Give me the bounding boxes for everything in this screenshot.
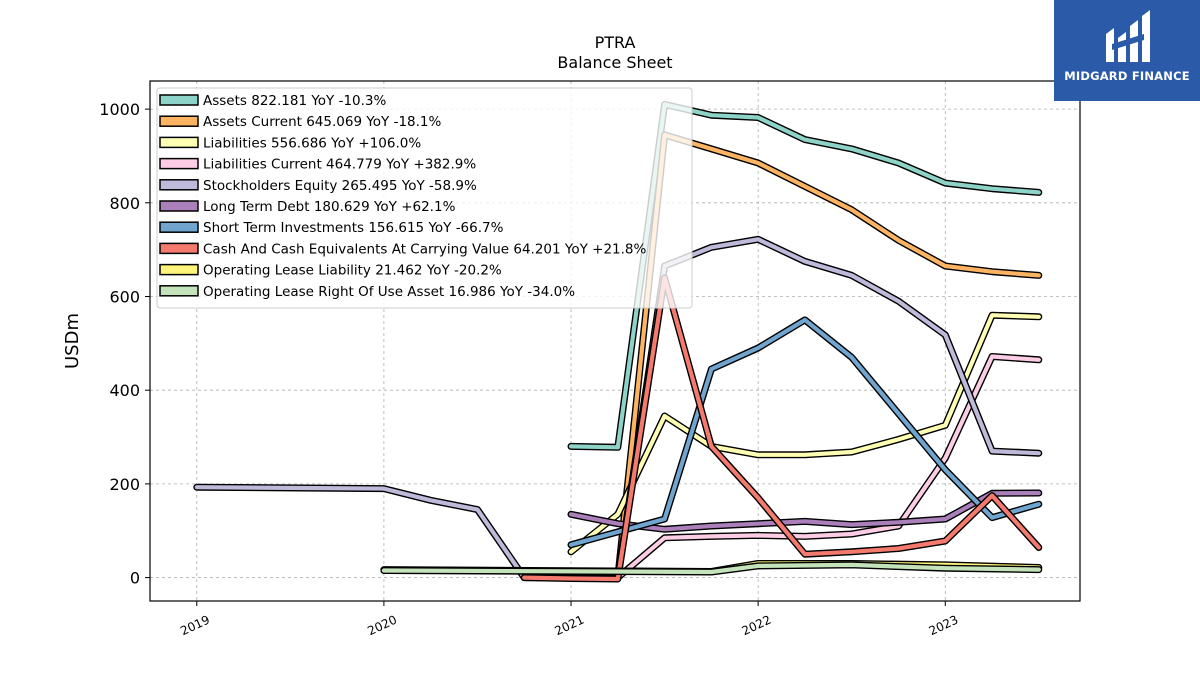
legend-item: Cash And Cash Equivalents At Carrying Va… (159, 241, 647, 257)
series-line (567, 311, 1043, 556)
legend-swatch (159, 157, 199, 170)
legend-swatch (159, 94, 199, 106)
series-stroke (381, 562, 1041, 575)
y-tick-label: 200 (109, 475, 140, 494)
brand-name: MIDGARD FINANCE (1064, 69, 1190, 83)
legend-swatch (159, 179, 199, 191)
brand-logo: MIDGARD FINANCE (1054, 0, 1200, 101)
x-tick-label: 2019 (178, 613, 212, 639)
legend-box (156, 87, 693, 309)
series-line (520, 274, 1043, 583)
series-stroke (568, 490, 1041, 532)
legend-swatch (159, 136, 199, 149)
legend-swatch (159, 221, 199, 233)
legend-item: Operating Lease Liability 21.462 YoY -20… (159, 263, 502, 279)
legend-label: Liabilities Current 464.779 YoY +382.9% (203, 157, 476, 173)
legend-item: Operating Lease Right Of Use Asset 16.98… (159, 284, 575, 300)
chart-title: PTRA (595, 33, 636, 52)
legend-label: Liabilities 556.686 YoY +106.0% (203, 135, 421, 151)
axes: 0 200 400 600 800 1000 2019 2020 2021 2022 2023 (99, 100, 960, 638)
legend-swatch (159, 285, 199, 297)
legend-item: Stockholders Equity 265.495 YoY -58.9% (159, 178, 477, 194)
y-tick-label: 600 (109, 287, 140, 306)
legend-label: Operating Lease Liability 21.462 YoY -20… (203, 263, 502, 279)
legend-label: Stockholders Equity 265.495 YoY -58.9% (203, 178, 477, 194)
series-stroke (568, 313, 1041, 554)
brand-mark-icon (1106, 10, 1150, 62)
series-stroke (522, 275, 1041, 582)
legend-label: Cash And Cash Equivalents At Carrying Va… (203, 241, 647, 257)
legend-swatch (159, 242, 199, 255)
legend-item: Assets 822.181 YoY -10.3% (159, 93, 387, 109)
chart-subtitle: Balance Sheet (557, 53, 672, 72)
series-stroke (615, 354, 1041, 580)
series-stroke (568, 317, 1041, 547)
y-tick-label: 1000 (99, 100, 140, 119)
y-tick-label: 0 (130, 569, 140, 588)
series-line (567, 489, 1043, 533)
legend-item: Long Term Debt 180.629 YoY +62.1% (159, 199, 456, 215)
series-line (567, 316, 1043, 549)
legend: Assets 822.181 YoY -10.3% Assets Current … (156, 87, 693, 309)
plot-frame (149, 80, 1081, 602)
x-tick-label: 2021 (553, 613, 587, 639)
y-axis-label: USDm (62, 313, 83, 369)
series-line (380, 561, 1043, 576)
legend-item: Assets Current 645.069 YoY -18.1% (159, 114, 442, 130)
legend-swatch (159, 115, 199, 127)
legend-item: Liabilities 556.686 YoY +106.0% (159, 135, 421, 151)
series-line (614, 353, 1043, 582)
x-tick-label: 2023 (927, 613, 961, 639)
legend-label: Short Term Investments 156.615 YoY -66.7… (203, 220, 504, 236)
legend-swatch (159, 200, 199, 212)
y-tick-label: 800 (109, 194, 140, 213)
legend-item: Liabilities Current 464.779 YoY +382.9% (159, 157, 476, 173)
legend-label: Assets 822.181 YoY -10.3% (203, 93, 387, 109)
legend-label: Assets Current 645.069 YoY -18.1% (203, 114, 442, 130)
legend-label: Operating Lease Right Of Use Asset 16.98… (203, 284, 575, 300)
legend-label: Long Term Debt 180.629 YoY +62.1% (203, 199, 456, 215)
legend-item: Short Term Investments 156.615 YoY -66.7… (159, 220, 504, 236)
legend-swatch (159, 263, 199, 276)
x-tick-label: 2022 (740, 613, 774, 639)
y-tick-label: 400 (109, 381, 140, 400)
x-tick-label: 2020 (365, 613, 399, 639)
